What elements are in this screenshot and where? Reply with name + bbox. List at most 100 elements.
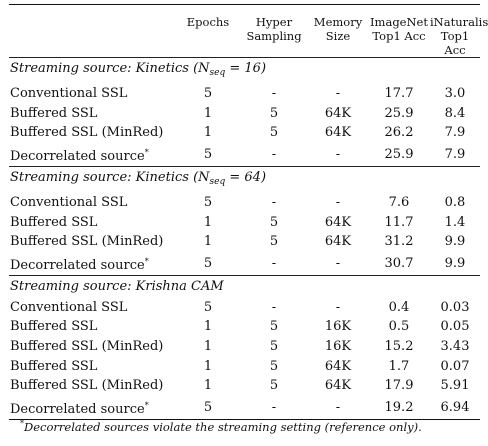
table-row: Buffered SSL 1 5 64K 11.7 1.4 <box>9 212 480 232</box>
cell-method: Buffered SSL <box>10 319 98 335</box>
cell-imagenet-acc: 17.7 <box>384 86 414 102</box>
section-header-row: Streaming source: Kinetics (Nseq = 64) <box>9 166 480 193</box>
cell-imagenet-acc: 7.6 <box>388 195 410 211</box>
cell-memory-size: - <box>335 255 341 271</box>
section-header-row: Streaming source: Krishna CAM <box>9 275 480 298</box>
cell-method: Decorrelated source* <box>10 147 149 164</box>
footnote-text: Decorrelated sources violate the streami… <box>24 420 422 434</box>
cell-memory-size: - <box>335 399 341 415</box>
cell-memory-size: 64K <box>324 105 352 121</box>
asterisk-mark: * <box>144 147 149 157</box>
cell-imagenet-acc: 25.9 <box>384 105 414 121</box>
cell-imagenet-acc: 1.7 <box>388 358 410 374</box>
cell-method: Buffered SSL <box>10 214 98 230</box>
cell-method: Buffered SSL (MinRed) <box>10 125 164 141</box>
cell-imagenet-acc: 30.7 <box>384 255 414 271</box>
section-title: Streaming source: Kinetics (Nseq = 64) <box>10 169 267 187</box>
table-row: Buffered SSL (MinRed) 1 5 64K 17.9 5.91 <box>9 376 480 396</box>
table-row: Conventional SSL 5 - - 0.4 0.03 <box>9 298 480 318</box>
cell-inaturalist-acc: 9.9 <box>444 255 466 271</box>
cell-method: Buffered SSL <box>10 105 98 121</box>
table-row: Buffered SSL 1 5 64K 25.9 8.4 <box>9 104 480 124</box>
cell-hyper-sampling: 5 <box>269 358 279 374</box>
cell-epochs: 5 <box>203 299 213 315</box>
cell-epochs: 1 <box>203 319 213 335</box>
cell-inaturalist-acc: 0.07 <box>440 358 470 374</box>
cell-hyper-sampling: 5 <box>269 125 279 141</box>
cell-inaturalist-acc: 8.4 <box>444 105 466 121</box>
results-table: Epochs Hyper Sampling Memory Size ImageNet… <box>9 4 488 420</box>
footnote-mark: * <box>20 419 24 428</box>
asterisk-mark: * <box>144 400 149 410</box>
cell-epochs: 5 <box>203 86 213 102</box>
header-hyper-sampling: Hyper Sampling <box>246 15 302 43</box>
cell-inaturalist-acc: 7.9 <box>444 125 466 141</box>
table-row: Decorrelated source* 5 - - 30.7 9.9 <box>9 252 480 276</box>
footnote: *Decorrelated sources violate the stream… <box>20 419 422 434</box>
cell-hyper-sampling: 5 <box>269 378 279 394</box>
section-title: Streaming source: Krishna CAM <box>10 278 224 294</box>
cell-epochs: 1 <box>203 358 213 374</box>
cell-inaturalist-acc: 9.9 <box>444 234 466 250</box>
cell-memory-size: 64K <box>324 234 352 250</box>
cell-epochs: 5 <box>203 255 213 271</box>
header-imagenet-acc: ImageNet Top1 Acc <box>370 15 428 43</box>
cell-inaturalist-acc: 1.4 <box>444 214 466 230</box>
cell-memory-size: - <box>335 146 341 162</box>
cell-epochs: 1 <box>203 378 213 394</box>
cell-hyper-sampling: - <box>271 399 277 415</box>
table-row: Conventional SSL 5 - - 17.7 3.0 <box>9 84 480 104</box>
cell-imagenet-acc: 0.5 <box>388 319 410 335</box>
cell-epochs: 5 <box>203 146 213 162</box>
header-inaturalist-acc: iNaturalist Top1 Acc <box>430 15 488 57</box>
cell-inaturalist-acc: 6.94 <box>440 399 470 415</box>
section-header-row: Streaming source: Kinetics (Nseq = 16) <box>9 57 480 85</box>
cell-imagenet-acc: 26.2 <box>384 125 414 141</box>
cell-hyper-sampling: 5 <box>269 339 279 355</box>
cell-imagenet-acc: 0.4 <box>388 299 410 315</box>
cell-method: Buffered SSL <box>10 358 98 374</box>
table-row: Buffered SSL 1 5 16K 0.5 0.05 <box>9 317 480 337</box>
table-row: Conventional SSL 5 - - 7.6 0.8 <box>9 193 480 213</box>
header-method <box>9 5 176 58</box>
cell-inaturalist-acc: 5.91 <box>440 378 470 394</box>
cell-hyper-sampling: - <box>271 255 277 271</box>
cell-epochs: 1 <box>203 234 213 250</box>
cell-hyper-sampling: - <box>271 86 277 102</box>
cell-inaturalist-acc: 7.9 <box>444 146 466 162</box>
cell-epochs: 1 <box>203 105 213 121</box>
cell-imagenet-acc: 25.9 <box>384 146 414 162</box>
cell-memory-size: 64K <box>324 125 352 141</box>
table-row: Decorrelated source* 5 - - 19.2 6.94 <box>9 396 480 420</box>
results-table-body: Streaming source: Kinetics (Nseq = 16) Co… <box>9 57 480 420</box>
header-epochs: Epochs <box>186 15 230 29</box>
cell-method: Conventional SSL <box>10 299 128 315</box>
cell-method: Buffered SSL (MinRed) <box>10 339 164 355</box>
header-row: Epochs Hyper Sampling Memory Size ImageNet… <box>9 4 488 58</box>
section-title: Streaming source: Kinetics (Nseq = 16) <box>10 61 267 78</box>
cell-method: Buffered SSL (MinRed) <box>10 378 164 394</box>
cell-hyper-sampling: - <box>271 299 277 315</box>
cell-method: Conventional SSL <box>10 195 128 211</box>
cell-hyper-sampling: - <box>271 146 277 162</box>
asterisk-mark: * <box>144 256 149 266</box>
cell-method: Conventional SSL <box>10 86 128 102</box>
cell-memory-size: 16K <box>324 319 352 335</box>
cell-method: Decorrelated source* <box>10 400 149 417</box>
cell-imagenet-acc: 19.2 <box>384 399 414 415</box>
cell-hyper-sampling: 5 <box>269 234 279 250</box>
table-row: Buffered SSL (MinRed) 1 5 64K 31.2 9.9 <box>9 232 480 252</box>
cell-inaturalist-acc: 0.03 <box>440 299 470 315</box>
cell-epochs: 1 <box>203 214 213 230</box>
cell-memory-size: 64K <box>324 378 352 394</box>
cell-imagenet-acc: 15.2 <box>384 339 414 355</box>
cell-inaturalist-acc: 3.43 <box>440 339 470 355</box>
cell-memory-size: 64K <box>324 358 352 374</box>
cell-hyper-sampling: - <box>271 195 277 211</box>
cell-imagenet-acc: 17.9 <box>384 378 414 394</box>
cell-memory-size: - <box>335 299 341 315</box>
cell-inaturalist-acc: 0.05 <box>440 319 470 335</box>
cell-imagenet-acc: 11.7 <box>384 214 414 230</box>
table-row: Buffered SSL (MinRed) 1 5 64K 26.2 7.9 <box>9 123 480 143</box>
